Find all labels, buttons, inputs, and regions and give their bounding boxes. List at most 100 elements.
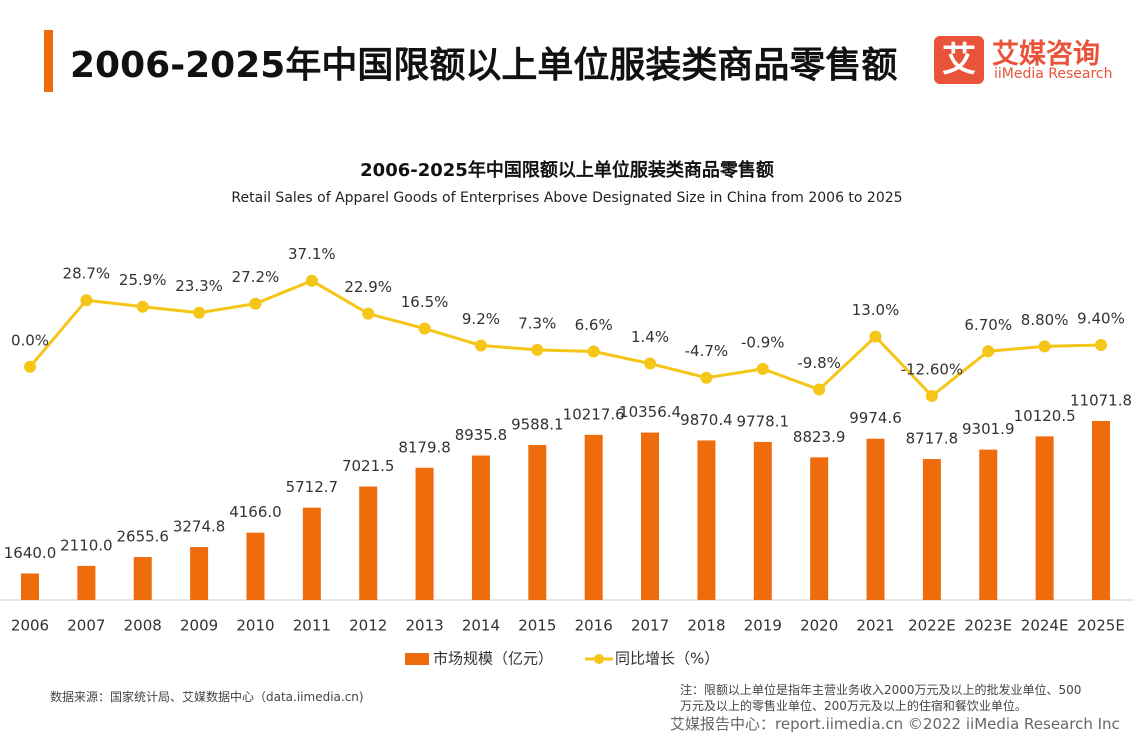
line-value-label: 1.4% [631,328,669,346]
bar-value-label: 11071.8 [1070,392,1132,410]
x-tick-label: 2006 [11,617,49,635]
bar [1035,436,1054,600]
line-marker [474,339,487,352]
line-value-label: 13.0% [852,301,900,319]
line-value-label: 22.9% [344,278,392,296]
chart-subtitle: Retail Sales of Apparel Goods of Enterpr… [231,190,903,206]
bar [641,432,660,600]
bar [753,441,772,600]
x-tick-label: 2016 [575,617,613,635]
bar [866,438,885,600]
bar [697,440,716,600]
bar [471,455,490,600]
bar-value-label: 5712.7 [286,478,339,496]
source-note: 数据来源：国家统计局、艾媒数据中心（data.iimedia.cn) [50,690,364,704]
line-value-label: -0.9% [741,333,785,351]
chart: 2006 2007 2008 2009 2010 2011 2012 2013 2014 2015… [0,245,1134,668]
line-marker [136,300,149,313]
bar-value-label: 9870.4 [680,411,733,429]
credit: 艾媒报告中心：report.iimedia.cn ©2022 iiMedia R… [670,713,1120,734]
x-tick-label: 2024E [1021,617,1069,635]
line-value-label: 16.5% [401,293,449,311]
line-marker [869,330,882,343]
x-tick-label: 2017 [631,617,669,635]
x-tick-label: 2023E [964,617,1012,635]
bar [584,434,603,600]
legend-swatch [405,653,429,665]
bar-value-label: 8823.9 [793,428,846,446]
bar-value-label: 2110.0 [60,536,113,554]
legend-swatch [594,654,605,664]
x-tick-label: 2010 [236,617,274,635]
bar [302,507,321,600]
bar-value-label: 10356.4 [619,403,681,421]
bar [922,459,941,600]
line-marker [982,345,995,358]
x-tick-label: 2009 [180,617,218,635]
bar-value-label: 7021.5 [342,457,395,475]
x-tick-label: 2007 [67,617,105,635]
bar-value-label: 8935.8 [455,426,508,444]
line-value-label: 28.7% [63,265,111,283]
bar-value-label: 9301.9 [962,420,1015,438]
bar-value-label: 1640.0 [4,544,57,562]
line-marker [813,383,826,396]
line-marker [1038,340,1051,353]
line-value-label: -4.7% [685,342,729,360]
bar-value-label: 3274.8 [173,518,226,536]
x-tick-label: 2012 [349,617,387,635]
title-accent [44,30,53,92]
line-marker [1095,338,1107,351]
bar [415,467,434,600]
line-value-label: 9.40% [1077,309,1125,327]
bar [21,573,39,600]
line-value-label: -12.60% [901,361,964,379]
x-tick-label: 2020 [800,617,838,635]
line-value-label: 7.3% [518,314,556,332]
footnote: 注：限额以上单位是指年主营业务收入2000万元及以上的批发业单位、500万元及以… [680,683,1082,713]
line-marker [531,343,544,356]
line-value-label: -9.8% [797,354,841,372]
x-tick-label: 2015 [518,617,556,635]
legend-label: 同比增长（%） [615,650,719,668]
bar-value-label: 10217.6 [563,405,625,423]
page-title: 2006-2025年中国限额以上单位服装类商品零售额 [70,45,898,86]
bar [246,532,265,600]
bar-value-label: 4166.0 [229,503,282,521]
line-value-label: 0.0% [11,331,49,349]
x-tick-label: 2025E [1077,617,1125,635]
bar [1092,421,1110,600]
line-value-label: 23.3% [175,277,223,295]
line-marker [587,345,600,358]
line-marker [193,306,206,319]
line-marker [644,357,657,370]
bar [528,444,547,600]
x-tick-label: 2013 [405,617,443,635]
bar [359,486,378,600]
x-tick-label: 2019 [744,617,782,635]
line-marker [305,274,318,287]
x-tick-label: 2014 [462,617,500,635]
x-tick-label: 2018 [687,617,725,635]
bar-value-label: 8717.8 [906,430,959,448]
line-value-label: 6.6% [575,316,613,334]
line-marker [362,307,375,320]
line-value-label: 8.80% [1021,311,1069,329]
x-tick-label: 2011 [293,617,331,635]
bar [810,457,829,600]
line-value-label: 9.2% [462,310,500,328]
bar [979,449,998,600]
line-value-label: 25.9% [119,271,167,289]
bar-value-label: 9588.1 [511,415,564,433]
line-value-label: 37.1% [288,245,336,263]
line-marker [80,294,93,307]
line-value-label: 6.70% [964,316,1012,334]
x-tick-label: 2022E [908,617,956,635]
x-tick-label: 2008 [124,617,162,635]
line-marker [925,390,938,403]
logo-mark: 艾 [934,36,984,84]
logo-en: iiMedia Research [994,66,1113,82]
line-marker [700,371,713,384]
line-value-label: 27.2% [232,268,280,286]
